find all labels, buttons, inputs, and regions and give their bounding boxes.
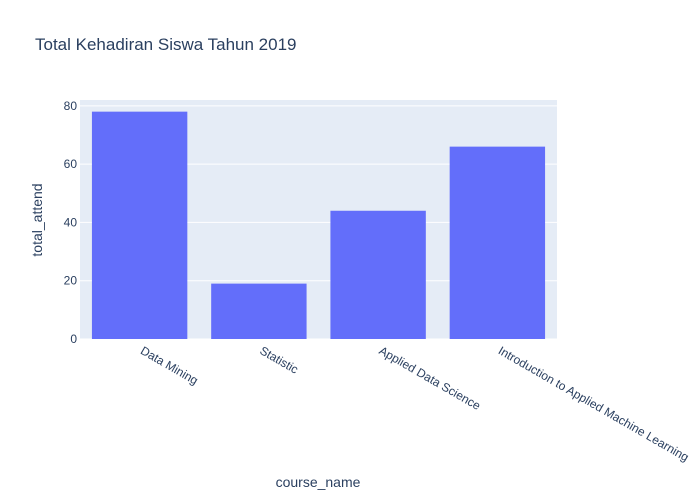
- bar[interactable]: [91, 111, 188, 339]
- y-tick-label: 20: [64, 274, 78, 288]
- x-tick-label: Data Mining: [138, 343, 200, 387]
- x-tick-label: Statistic: [257, 343, 300, 376]
- x-axis-title: course_name: [276, 474, 361, 490]
- y-axis-ticks: 0 20 40 60 80: [64, 99, 78, 346]
- x-tick-label: Introduction to Applied Machine Learning: [496, 343, 691, 464]
- x-tick-label: Applied Data Science: [377, 343, 484, 413]
- y-axis-title: total_attend: [29, 183, 45, 256]
- x-axis-ticks: Data Mining Statistic Applied Data Science…: [138, 343, 691, 464]
- bar-series: [91, 111, 546, 339]
- bar[interactable]: [449, 146, 546, 339]
- y-tick-label: 40: [64, 215, 78, 229]
- bar[interactable]: [330, 210, 426, 339]
- y-tick-label: 80: [64, 99, 78, 113]
- bar[interactable]: [211, 283, 307, 339]
- y-tick-label: 0: [70, 332, 77, 346]
- chart-title: Total Kehadiran Siswa Tahun 2019: [35, 35, 296, 54]
- y-tick-label: 60: [64, 157, 78, 171]
